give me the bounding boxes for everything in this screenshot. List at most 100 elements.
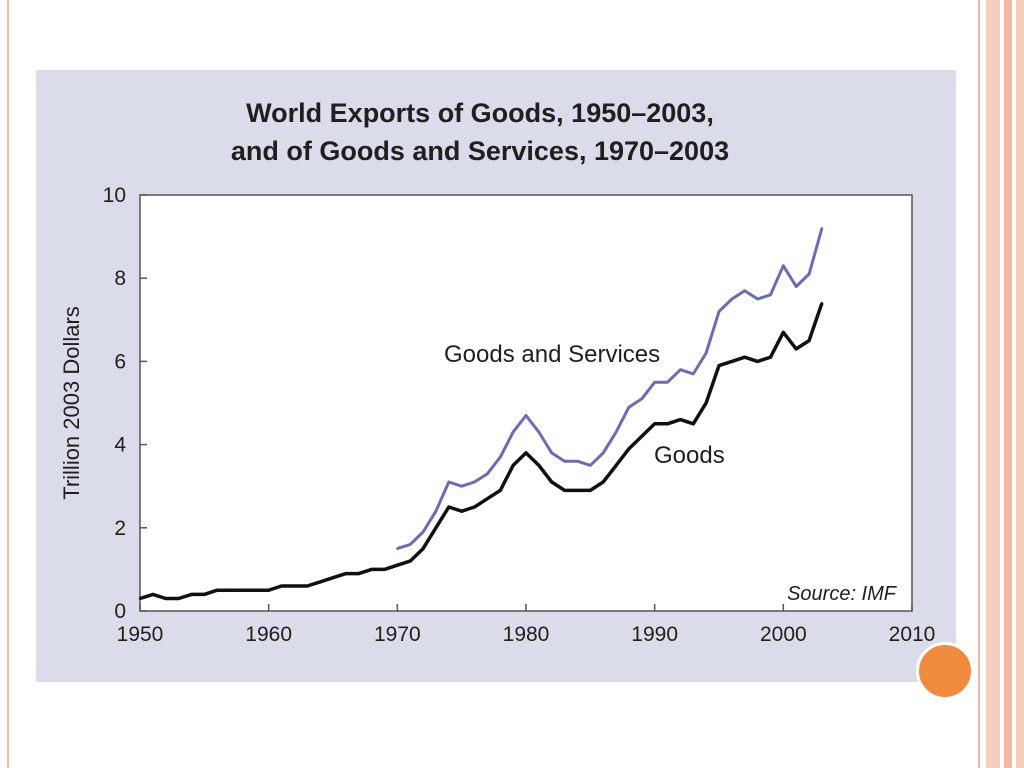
goods-and-services-point	[679, 368, 682, 371]
y-tick-label: 4	[114, 434, 126, 457]
goods-and-services-point	[576, 460, 579, 463]
goods-point	[640, 435, 643, 438]
goods-point	[434, 526, 438, 529]
goods-and-services-point	[511, 430, 515, 434]
goods-point	[537, 464, 541, 467]
line-chart: World Exports of Goods, 1950–2003, and o…	[59, 98, 935, 646]
goods-point	[138, 597, 142, 600]
goods-point	[576, 489, 579, 492]
goods-point	[602, 480, 605, 484]
goods-and-services-point	[524, 414, 528, 417]
goods-point	[730, 360, 734, 363]
goods-and-services-point	[550, 451, 553, 455]
goods-point	[499, 489, 502, 492]
goods-and-services-point	[756, 297, 759, 301]
goods-point	[614, 464, 618, 467]
goods-point	[589, 489, 592, 492]
goods-point	[704, 401, 708, 405]
goods-point	[473, 505, 476, 509]
goods-point	[486, 497, 489, 500]
slide-border-right	[986, 0, 1000, 768]
chart-title-line-1: World Exports of Goods, 1950–2003,	[246, 98, 714, 128]
goods-and-services-point	[486, 472, 489, 475]
goods-and-services-point	[409, 543, 412, 546]
goods-point	[344, 572, 348, 575]
goods-and-services-point	[717, 310, 721, 313]
x-tick-label: 1980	[503, 623, 550, 646]
goods-and-services-point	[447, 480, 450, 484]
y-tick-label: 2	[114, 517, 126, 540]
slide-border-right	[1004, 0, 1012, 768]
y-tick-label: 0	[114, 600, 126, 623]
goods-point	[524, 451, 528, 455]
goods-point	[203, 593, 206, 596]
goods-and-services-point	[820, 227, 824, 230]
goods-point	[306, 584, 309, 588]
goods-point	[627, 447, 631, 450]
goods-point	[216, 589, 219, 592]
chart-title-line-2: and of Goods and Services, 1970–2003	[231, 136, 729, 166]
goods-point	[717, 364, 721, 367]
y-tick-label: 10	[103, 184, 126, 207]
goods-point	[460, 509, 463, 513]
goods-and-services-line	[396, 227, 824, 551]
goods-point	[769, 356, 772, 359]
goods-and-services-point	[782, 264, 785, 267]
goods-point	[511, 464, 515, 467]
goods-and-services-point	[614, 430, 618, 434]
goods-and-services-point	[666, 381, 669, 384]
goods-point	[795, 347, 798, 351]
goods-point	[241, 589, 245, 592]
goods-annotation: Goods	[654, 442, 725, 469]
goods-point	[318, 580, 322, 584]
goods-point	[782, 331, 785, 334]
goods-point	[550, 480, 553, 484]
x-tick-label: 2000	[760, 623, 807, 646]
goods-point	[692, 422, 695, 425]
goods-point	[357, 572, 360, 575]
goods-point	[228, 589, 232, 592]
goods-point	[293, 584, 296, 588]
goods-point	[151, 593, 155, 596]
y-tick-label: 8	[114, 267, 126, 290]
goods-and-services-point	[499, 455, 502, 459]
goods-and-services-point	[653, 381, 656, 384]
x-tick-label: 1970	[374, 623, 421, 646]
slide-border-left	[7, 0, 9, 768]
goods-and-services-point	[704, 351, 708, 355]
goods-and-services-point	[473, 480, 476, 484]
goods-point	[370, 568, 373, 571]
plot-area	[139, 194, 913, 612]
goods-line	[139, 302, 824, 601]
x-tick-label: 1960	[245, 623, 292, 646]
slide-border-right	[978, 0, 980, 768]
x-tick-label: 1990	[631, 623, 678, 646]
goods-and-services-annotation: Goods and Services	[444, 341, 660, 368]
goods-point	[254, 589, 257, 592]
goods-and-services-point	[602, 451, 605, 455]
source-note: Source: IMF	[787, 583, 898, 605]
x-tick-label: 1950	[117, 623, 164, 646]
goods-and-services-point	[640, 397, 643, 401]
goods-and-services-point	[795, 285, 798, 288]
goods-point	[447, 505, 450, 509]
goods-point	[563, 489, 566, 492]
goods-and-services-point	[807, 272, 811, 276]
goods-point	[267, 589, 270, 592]
goods-point	[743, 356, 746, 359]
goods-point	[396, 564, 399, 567]
goods-point	[653, 422, 656, 425]
goods-and-services-point	[396, 547, 399, 550]
goods-and-services-point	[563, 460, 566, 463]
goods-and-services-point	[692, 372, 695, 376]
goods-point	[409, 559, 412, 563]
y-axis-label: Trillion 2003 Dollars	[59, 306, 84, 500]
goods-and-services-point	[421, 530, 425, 534]
goods-and-services-point	[460, 485, 463, 488]
goods-point	[421, 547, 425, 550]
goods-point	[820, 301, 824, 305]
goods-and-services-point	[769, 293, 772, 297]
goods-and-services-point	[730, 297, 734, 301]
y-tick-label: 6	[114, 350, 126, 373]
goods-point	[679, 418, 682, 421]
